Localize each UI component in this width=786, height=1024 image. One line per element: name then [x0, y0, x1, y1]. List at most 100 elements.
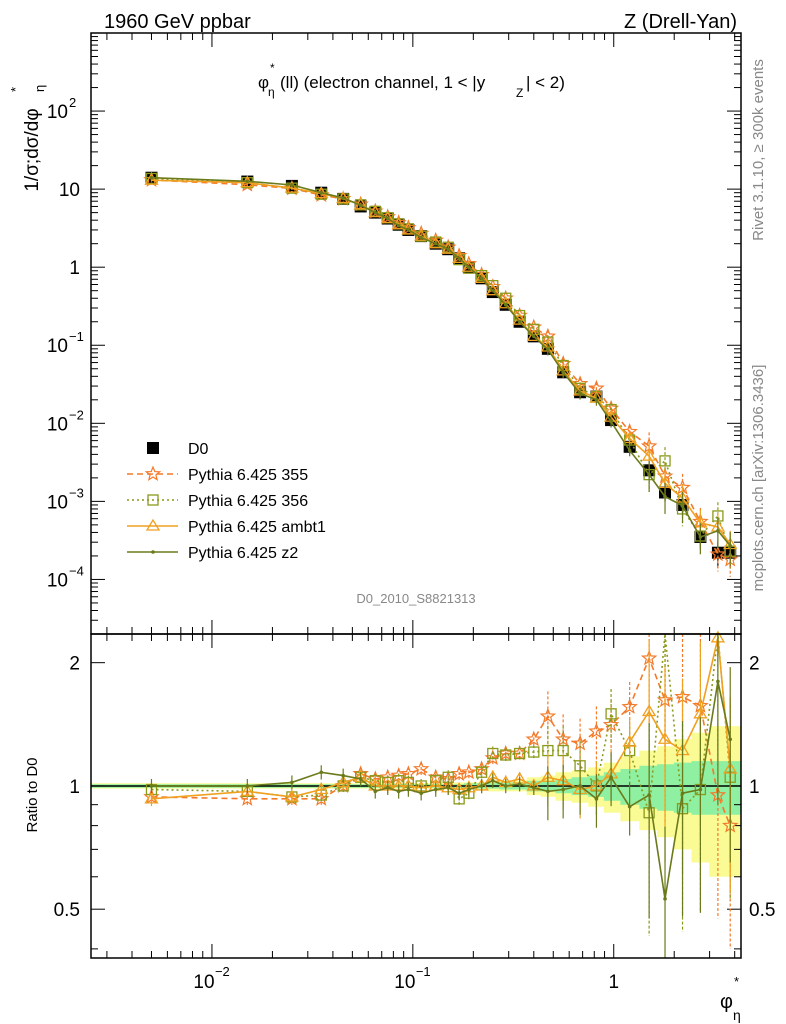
series-3-ratio-point — [314, 782, 329, 795]
series-4-point — [490, 288, 495, 293]
series-3-ratio-point — [336, 775, 351, 788]
legend-label: D0 — [188, 441, 209, 458]
x-tick-label: 10 — [394, 972, 415, 993]
y-tick-label: 10 — [47, 414, 68, 435]
series-4-ratio-point — [627, 804, 632, 809]
legend-label: Pythia 6.425 z2 — [188, 545, 298, 562]
x-label-phi: φ — [720, 991, 733, 1013]
series-2-point — [475, 269, 488, 282]
series-4-ratio-point — [647, 793, 651, 797]
series-2-point — [528, 323, 540, 335]
series-3-ratio-point — [284, 789, 300, 802]
series-4-ratio-point — [490, 778, 495, 783]
y-tick-label-exp: 2 — [69, 95, 76, 110]
series-4-point — [358, 203, 363, 208]
series-3-point — [461, 259, 476, 272]
legend-marker — [145, 518, 161, 531]
series-4-point — [373, 210, 378, 215]
series-4-ratio-point — [149, 784, 154, 788]
series-1-ratio-point — [588, 722, 605, 739]
series-4-ratio-point — [578, 784, 582, 788]
series-4-point — [319, 190, 324, 195]
mcplots-label: mcplots.cern.ch [arXiv:1306.3436] — [750, 365, 767, 592]
series-1-ratio-point — [412, 760, 430, 777]
header-left: 1960 GeV ppbar — [104, 11, 251, 33]
series-4-point — [663, 494, 667, 499]
series-4-point — [433, 241, 438, 246]
ratio-y-axis-label: Ratio to D0 — [24, 757, 41, 832]
series-1-ratio-point — [460, 763, 478, 780]
series-3-ratio-point — [622, 734, 637, 747]
legend-marker — [144, 465, 162, 482]
ratio-tick-label: 1 — [69, 777, 80, 798]
series-4-point — [341, 196, 345, 200]
ratio-tick-label-right: 0.5 — [749, 900, 775, 921]
ratio-tick-label: 0.5 — [54, 900, 80, 921]
series-4-ratio-point — [467, 787, 471, 792]
plot-title: φ * η (ll) (electron channel, 1 < |y Z |… — [258, 61, 565, 100]
series-4-ratio-point — [517, 782, 522, 786]
series-4-ratio-point — [680, 791, 685, 795]
series-4-point — [396, 223, 401, 228]
series-4-ratio-point — [609, 775, 613, 780]
series-4-point — [503, 302, 508, 307]
x-tick-label-exp: −1 — [416, 964, 431, 979]
series-4-ratio-point — [406, 787, 411, 792]
main-y-label-sup: * — [8, 87, 23, 92]
main-y-label-sub: η — [32, 85, 47, 92]
series-4-ratio-point — [290, 780, 294, 785]
series-4-point — [716, 528, 720, 533]
x-label-eta: η — [733, 1007, 741, 1023]
series-3-line — [151, 179, 731, 545]
plot-title-rest: (ll) (electron channel, 1 < |y — [280, 73, 486, 92]
series-4-point — [698, 535, 703, 539]
series-4-point — [578, 391, 582, 396]
series-2-point — [463, 262, 475, 274]
series-4-ratio-point — [503, 784, 508, 788]
series-4-ratio-point — [594, 797, 599, 801]
series-4-ratio-point — [385, 785, 390, 790]
series-4-point — [419, 235, 423, 240]
series-2-ratio-point — [487, 747, 499, 760]
x-tick-label-exp: −2 — [215, 964, 230, 979]
plot-title-z: Z — [516, 86, 523, 100]
y-tick-label: 10 — [47, 102, 68, 123]
series-4-point — [594, 398, 599, 402]
series-4-point — [467, 265, 471, 269]
legend-marker — [147, 494, 159, 506]
legend-label: Pythia 6.425 ambt1 — [188, 519, 326, 536]
y-tick-label-exp: −1 — [69, 329, 84, 344]
series-4-ratio-point — [716, 679, 720, 684]
x-label-star: * — [734, 974, 739, 989]
y-tick-label: 10 — [47, 570, 68, 591]
y-tick-label: 10 — [47, 336, 68, 357]
series-3-point — [144, 172, 159, 185]
ratio-tick-label: 2 — [69, 654, 80, 675]
legend-label: Pythia 6.425 355 — [188, 467, 308, 484]
series-4-ratio-point — [373, 789, 378, 794]
series-4-ratio-point — [546, 789, 550, 794]
series-4-point — [406, 228, 411, 232]
plot-title-phi: φ — [258, 73, 269, 92]
plot-title-end: | < 2) — [526, 73, 565, 92]
series-2-ratio-point — [557, 744, 569, 757]
series-4-ratio-point — [358, 777, 363, 781]
panel-frames — [90, 32, 742, 959]
rivet-label: Rivet 3.1.10, ≥ 300k events — [750, 59, 767, 241]
series-4-ratio-point — [531, 785, 536, 790]
series-4-ratio-point — [319, 770, 324, 775]
ratio-tick-label-right: 2 — [749, 654, 760, 675]
series-4-ratio-point — [728, 737, 733, 742]
series-4-point — [609, 419, 613, 424]
main-y-label-text: 1/σ;dσ/dφ — [22, 108, 43, 191]
x-tick-label: 1 — [608, 972, 619, 993]
series-4-point — [728, 543, 733, 548]
series-2-ratio-point — [475, 766, 488, 778]
series-4-point — [290, 183, 294, 187]
series-3-ratio-point — [657, 732, 673, 744]
series-4-point — [517, 319, 522, 324]
main-panel-series — [143, 171, 739, 577]
series-4-ratio-point — [561, 787, 565, 792]
